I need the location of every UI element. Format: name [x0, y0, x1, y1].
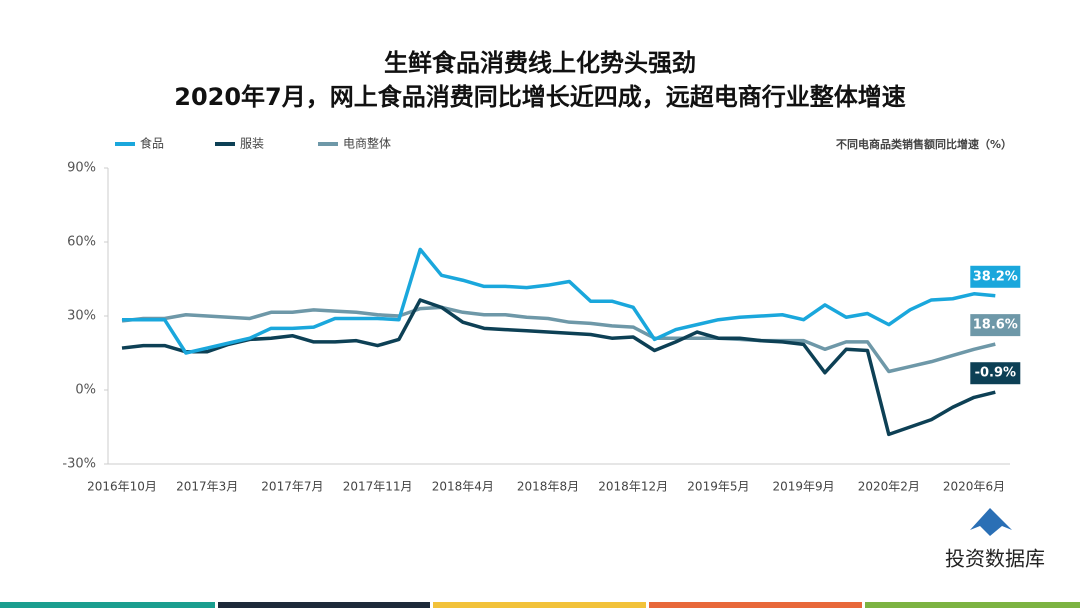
x-tick-label: 2017年3月 — [176, 480, 238, 494]
legend-label: 食品 — [140, 136, 164, 151]
x-tick-label: 2018年8月 — [517, 480, 579, 494]
series-line — [122, 247, 996, 355]
chart-title: 生鲜食品消费线上化势头强劲 — [384, 49, 696, 77]
stripe — [218, 602, 430, 608]
stripe — [0, 602, 215, 608]
legend-label: 电商整体 — [343, 136, 391, 151]
value-label-box — [970, 265, 1021, 288]
value-label-box — [970, 314, 1021, 337]
legend-label: 服装 — [240, 137, 264, 151]
series-line — [121, 305, 996, 374]
x-tick-label: 2017年7月 — [261, 480, 323, 494]
stripe — [865, 602, 1080, 608]
x-tick-label: 2020年2月 — [858, 480, 920, 494]
value-label: 38.2% — [973, 269, 1018, 284]
x-tick-label: 2017年11月 — [343, 480, 413, 494]
unit-note: 不同电商品类销售额同比增速（%） — [836, 137, 1012, 151]
x-tick-label: 2019年5月 — [687, 480, 749, 494]
x-tick-label: 2018年4月 — [432, 480, 494, 494]
value-label-box — [970, 362, 1021, 385]
value-label: -0.9% — [975, 366, 1016, 381]
chart-subtitle: 2020年7月，网上食品消费同比增长近四成，远超电商行业整体增速 — [174, 83, 906, 111]
y-tick-label: 90% — [67, 161, 96, 176]
y-tick-label: 30% — [67, 309, 96, 324]
watermark: 投资数据库 — [945, 547, 1045, 571]
x-tick-label: 2020年6月 — [943, 480, 1005, 494]
x-tick-label: 2016年10月 — [87, 480, 157, 494]
x-tick-label: 2019年9月 — [773, 480, 835, 494]
value-label: 18.6% — [973, 318, 1018, 333]
y-tick-label: 60% — [67, 235, 96, 250]
series-line — [121, 298, 996, 437]
y-tick-label: 0% — [75, 383, 96, 398]
logo — [970, 508, 1012, 536]
y-tick-label: -30% — [62, 457, 96, 472]
stripe — [649, 602, 862, 608]
x-tick-label: 2018年12月 — [598, 480, 668, 494]
stripe — [433, 602, 646, 608]
